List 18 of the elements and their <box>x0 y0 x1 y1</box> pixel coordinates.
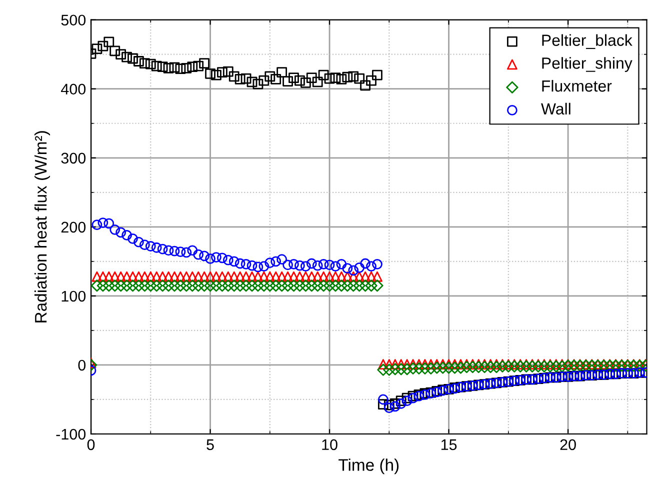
y-tick-label: 100 <box>62 290 86 302</box>
y-axis-title: Radiation heat flux (W/m²) <box>34 131 50 322</box>
y-tick-label: 300 <box>61 152 86 164</box>
legend-label: Peltier_shiny <box>542 57 632 72</box>
x-tick-label: 5 <box>206 439 214 450</box>
x-tick-label: 15 <box>441 439 457 450</box>
y-tick-label: 400 <box>61 84 86 95</box>
x-tick-label: 10 <box>322 439 338 450</box>
x-tick-label: 0 <box>87 439 95 450</box>
y-tick-label: -100 <box>56 428 86 440</box>
x-axis-title: Time (h) <box>338 458 399 474</box>
y-tick-label: 500 <box>61 14 86 26</box>
y-tick-label: 0 <box>78 360 86 371</box>
legend-label: Wall <box>541 102 570 115</box>
y-tick-label: 200 <box>61 222 86 233</box>
legend-label: Fluxmeter <box>542 80 612 92</box>
x-tick-label: 20 <box>560 439 576 450</box>
legend-label: Peltier_black <box>542 34 632 49</box>
